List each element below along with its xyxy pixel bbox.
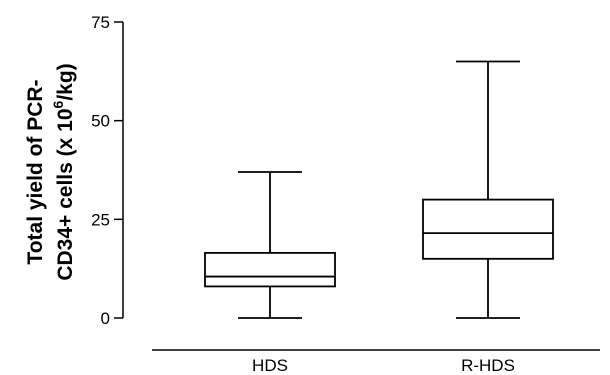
y-tick-label-50: 50 <box>91 112 110 131</box>
iqr-box-r-hds <box>422 198 554 260</box>
y-axis-title-exponent: 6 <box>50 100 66 108</box>
y-tick-label-75: 75 <box>91 13 110 32</box>
y-axis-title-line-2-prefix: CD34+ cells (x 10 <box>54 108 77 280</box>
y-axis-title-line-2-suffix: /kg) <box>54 63 77 100</box>
category-label-hds: HDS <box>252 356 288 375</box>
boxes <box>204 60 554 319</box>
y-axis-title-line-2: CD34+ cells (x 106/kg) <box>50 63 77 280</box>
box-hds <box>204 171 336 319</box>
y-axis-title: Total yield of PCR- CD34+ cells (x 106/k… <box>24 63 77 280</box>
y-axis-title-line-1: Total yield of PCR- <box>24 79 47 264</box>
y-tick-label-25: 25 <box>91 210 110 229</box>
x-axis-categories: HDS R-HDS <box>252 356 515 375</box>
y-tick-label-0: 0 <box>101 309 110 328</box>
y-axis-ticks: 0 25 50 75 <box>91 13 123 328</box>
box-r-hds <box>422 60 554 319</box>
iqr-box-hds <box>204 251 336 288</box>
category-label-r-hds: R-HDS <box>461 356 515 375</box>
